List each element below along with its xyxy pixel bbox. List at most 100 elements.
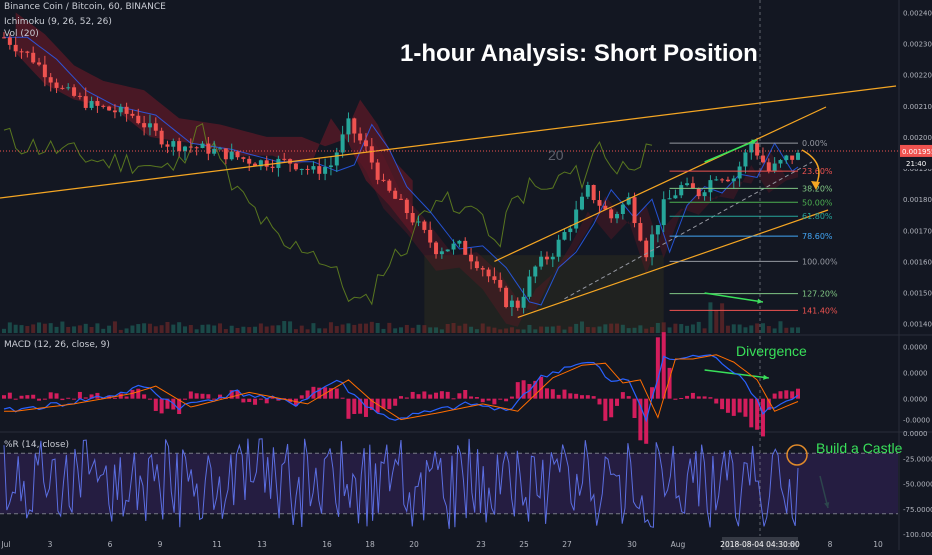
candle-body xyxy=(77,95,82,97)
volume-legend[interactable]: Vol (20) xyxy=(4,29,39,39)
candle-body xyxy=(445,249,450,252)
candle-body xyxy=(492,276,497,280)
candle-body xyxy=(533,266,538,277)
volume-bar xyxy=(457,325,462,333)
volume-bar xyxy=(206,324,211,333)
volume-bar xyxy=(585,326,590,333)
countdown-label: 21:40 xyxy=(906,160,926,168)
candle-body xyxy=(469,254,474,262)
time-tick-label: 18 xyxy=(365,540,375,549)
macd-histogram-bar xyxy=(469,396,474,399)
macd-signal-line xyxy=(4,354,799,421)
symbol-legend[interactable]: Binance Coin / Bitcoin, 60, BINANCE xyxy=(4,2,166,12)
volume-bar xyxy=(760,323,765,333)
macd-histogram-bar xyxy=(755,398,760,430)
macd-histogram-bar xyxy=(685,395,690,399)
williams-r-legend[interactable]: %R (14, close) xyxy=(4,440,70,450)
macd-histogram-bar xyxy=(597,398,602,405)
volume-bar xyxy=(702,328,707,333)
macd-histogram-bar xyxy=(673,398,678,400)
candle-body xyxy=(655,225,660,235)
candle-body xyxy=(13,44,18,52)
volume-bar xyxy=(299,325,304,333)
macd-histogram-bar xyxy=(638,398,643,441)
candle-body xyxy=(89,101,94,108)
volume-bar xyxy=(323,328,328,333)
candle-body xyxy=(679,185,684,196)
candle-body xyxy=(568,228,573,233)
williams-r-tick-label: -50.0000 xyxy=(903,481,932,489)
macd-histogram-bar xyxy=(7,392,12,399)
volume-bar xyxy=(182,326,187,333)
volume-bar xyxy=(369,321,374,333)
macd-histogram-bar xyxy=(422,391,427,399)
volume-bar xyxy=(515,329,520,333)
time-tick-label: 25 xyxy=(519,540,529,549)
macd-tick-label: 0.0000 xyxy=(903,343,928,351)
volume-bar xyxy=(346,323,351,333)
volume-bar xyxy=(328,322,333,333)
candle-body xyxy=(661,199,666,226)
candle-body xyxy=(556,239,561,257)
ichimoku-legend[interactable]: Ichimoku (9, 26, 52, 26) xyxy=(4,17,112,27)
macd-histogram-bar xyxy=(515,382,520,399)
macd-legend[interactable]: MACD (12, 26, close, 9) xyxy=(4,340,110,350)
macd-histogram-bar xyxy=(439,391,444,399)
crosshair-time-badge xyxy=(722,537,798,550)
candle-body xyxy=(218,148,223,150)
candle-body xyxy=(504,287,509,308)
candle-body xyxy=(720,179,725,181)
volume-bar xyxy=(83,323,88,333)
candle-body xyxy=(212,148,217,154)
candle-body xyxy=(480,268,485,270)
time-tick-label: 10 xyxy=(873,540,883,549)
candle-body xyxy=(142,123,147,128)
price-tick-label: 0.00150000 xyxy=(903,290,932,298)
macd-histogram-bar xyxy=(2,395,6,399)
candle-body xyxy=(463,240,468,255)
macd-histogram-bar xyxy=(474,397,479,399)
fib-level-label: 141.40% xyxy=(802,306,838,315)
candle-body xyxy=(136,115,141,124)
macd-histogram-bar xyxy=(334,388,339,399)
volume-bar xyxy=(410,327,415,333)
volume-bar xyxy=(673,323,678,333)
candle-body xyxy=(690,183,695,189)
volume-bar xyxy=(54,326,59,333)
candle-body xyxy=(188,146,193,148)
candle-body xyxy=(702,192,707,197)
candle-body xyxy=(194,147,199,149)
volume-bar xyxy=(293,329,298,333)
candle-body xyxy=(685,183,690,186)
macd-histogram-bar xyxy=(708,397,713,399)
macd-histogram-bar xyxy=(323,387,328,399)
volume-bar xyxy=(434,327,439,333)
macd-histogram-bar xyxy=(358,398,363,414)
volume-bar xyxy=(439,329,444,333)
volume-bar xyxy=(568,326,573,333)
volume-bar xyxy=(574,323,579,333)
macd-histogram-bar xyxy=(206,394,211,399)
volume-bar xyxy=(690,324,695,333)
macd-histogram-bar xyxy=(796,388,800,399)
candle-body xyxy=(644,240,649,258)
price-tick-label: 0.00160000 xyxy=(903,258,932,266)
macd-histogram-bar xyxy=(790,391,795,399)
macd-histogram-bar xyxy=(539,376,544,399)
volume-bar xyxy=(562,329,567,333)
candle-body xyxy=(399,198,403,200)
macd-histogram-bar xyxy=(381,398,386,409)
macd-histogram-bar xyxy=(328,388,333,399)
candle-body xyxy=(235,151,240,158)
macd-histogram-bar xyxy=(445,391,450,399)
macd-histogram-bar xyxy=(492,398,497,405)
candle-body xyxy=(270,166,275,168)
macd-histogram-bar xyxy=(270,397,275,399)
volume-bar xyxy=(107,325,112,333)
candle-body xyxy=(200,143,205,148)
volume-bar xyxy=(755,323,760,333)
volume-bar xyxy=(743,327,748,333)
candle-body xyxy=(282,158,287,160)
macd-histogram-bar xyxy=(89,394,94,399)
price-tick-label: 0.00240000 xyxy=(903,9,932,17)
